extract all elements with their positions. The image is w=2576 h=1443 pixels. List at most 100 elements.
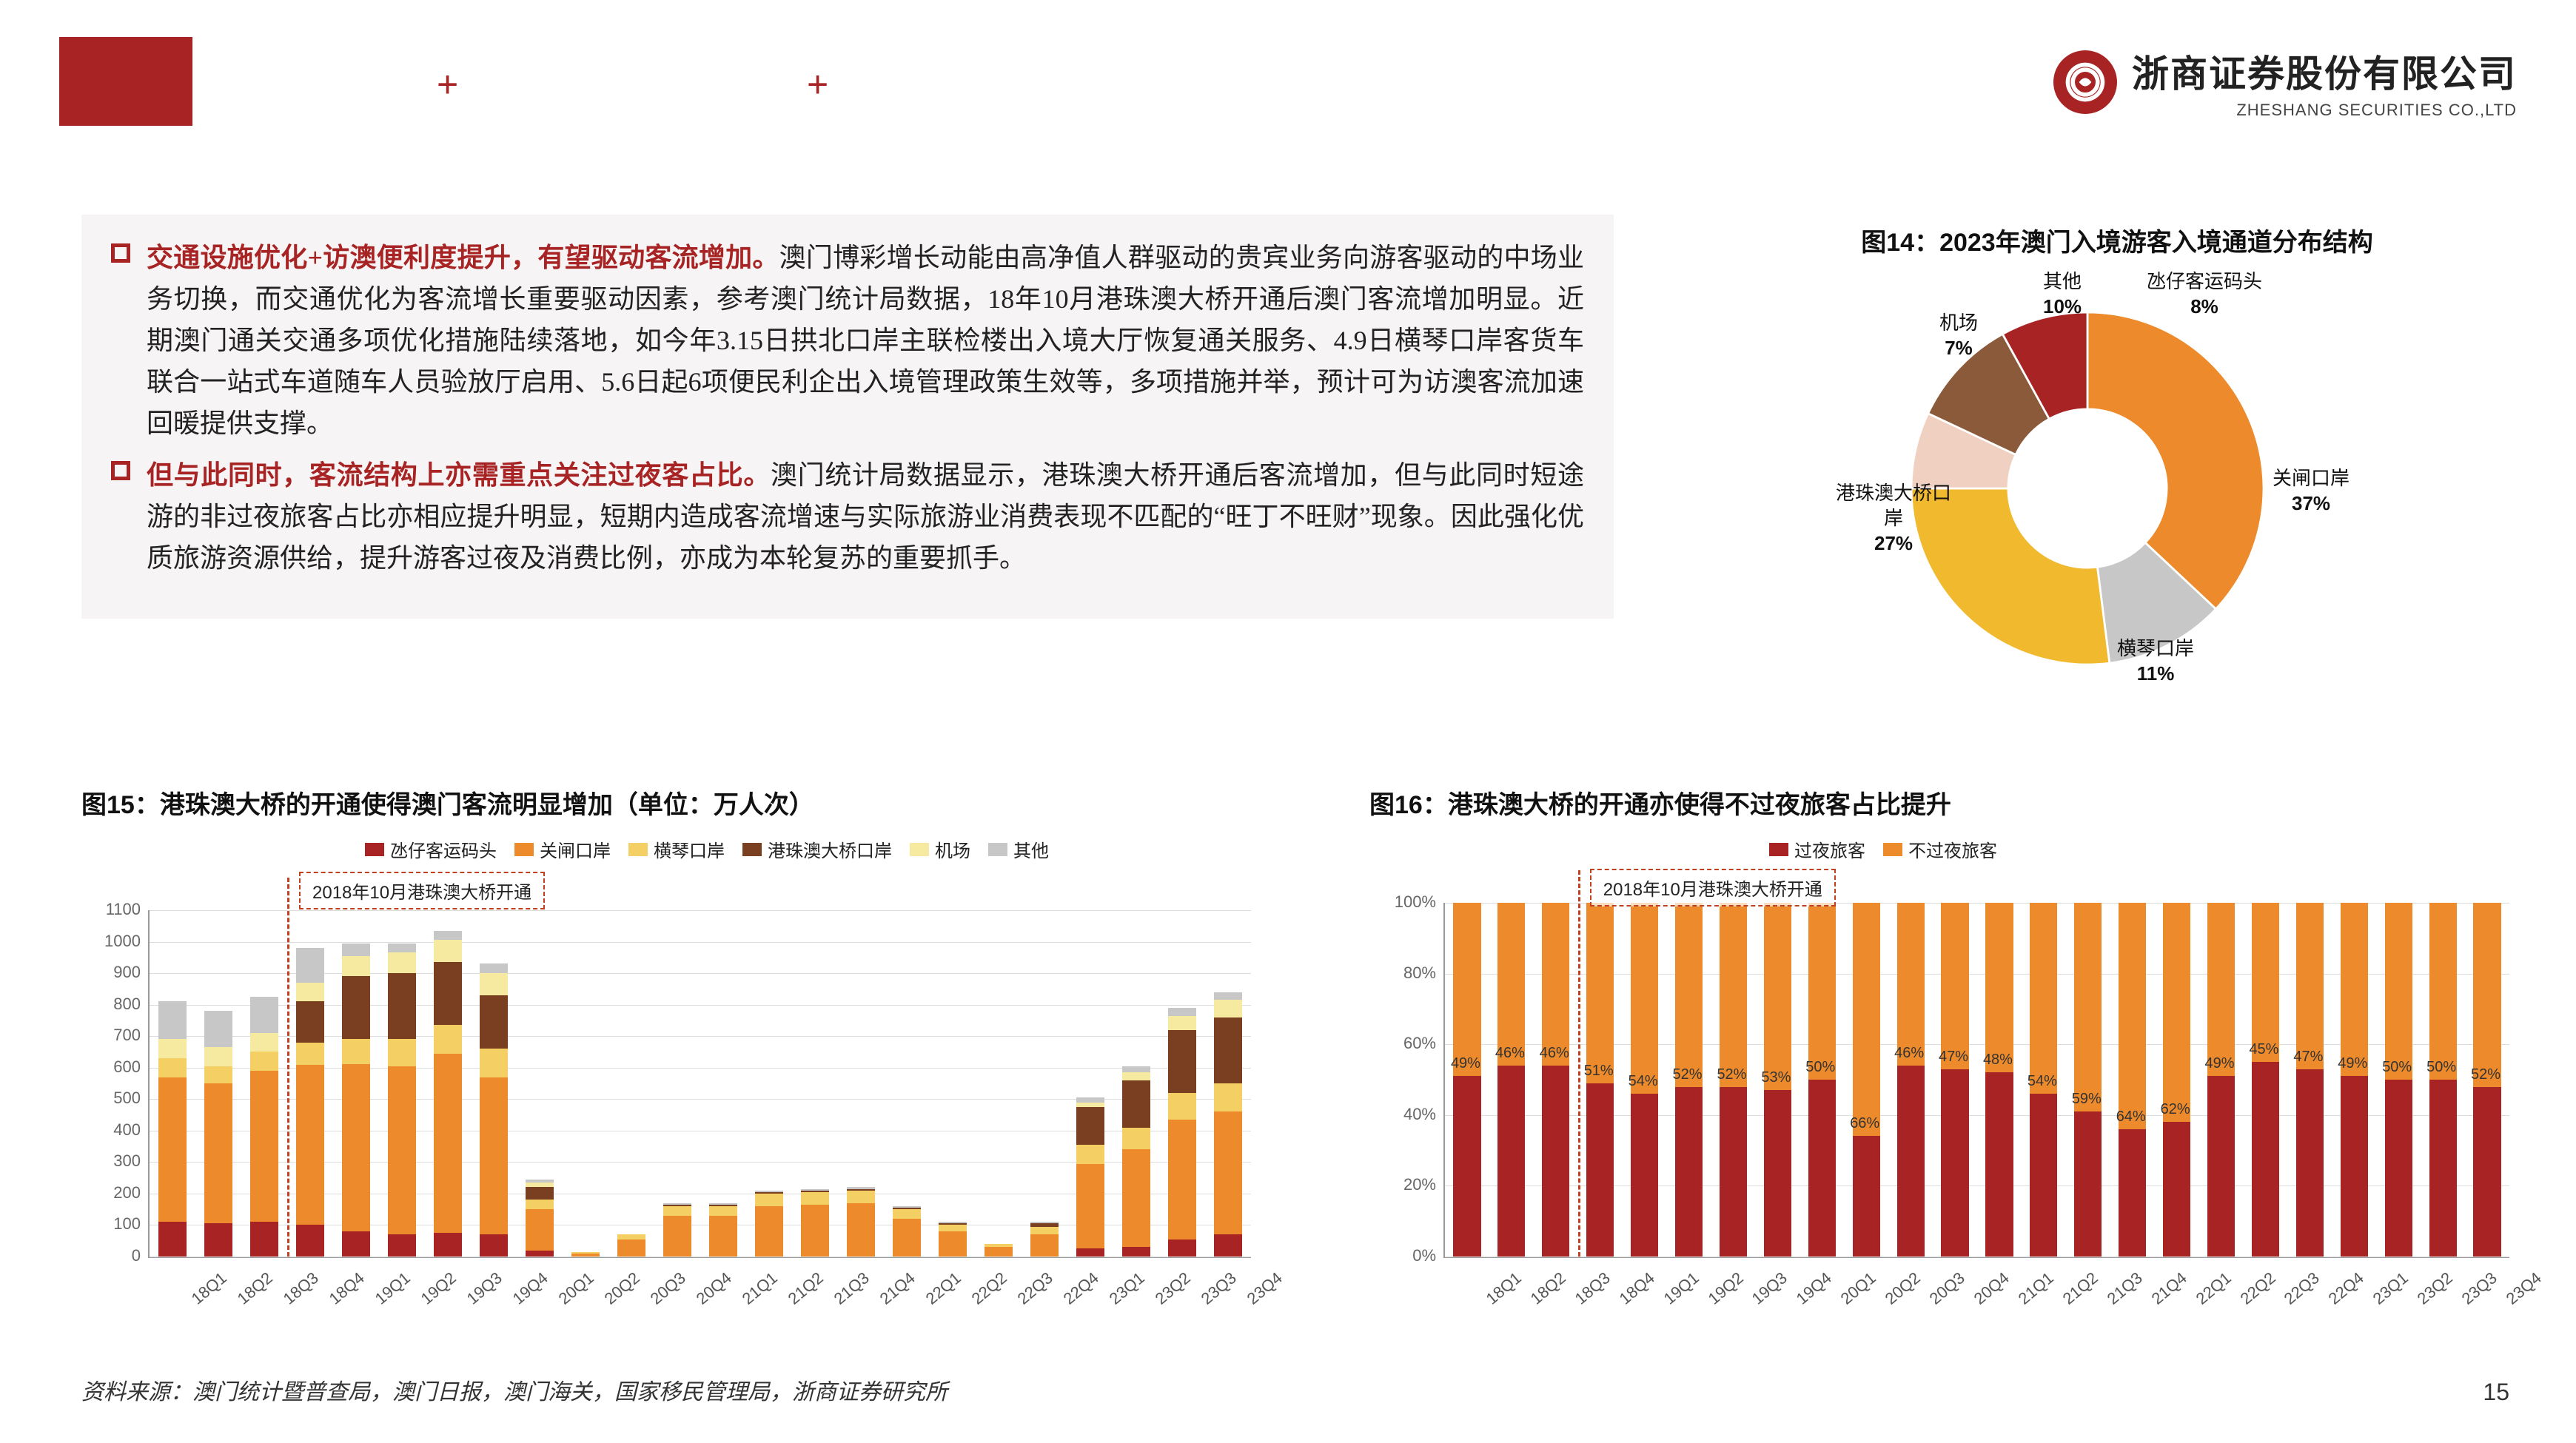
bar-segment	[1985, 903, 2013, 1072]
bar-segment	[388, 944, 416, 953]
bar-segment	[434, 940, 462, 962]
bar-segment	[250, 1071, 278, 1222]
bar-segment	[250, 1033, 278, 1052]
y-axis-label: 80%	[1377, 963, 1436, 983]
source-footer: 资料来源：澳门统计暨普查局，澳门日报，澳门海关，国家移民管理局，浙商证券研究所	[81, 1373, 947, 1406]
x-axis-label: 20Q2	[601, 1268, 644, 1309]
bar-segment	[2252, 1062, 2279, 1257]
bar-segment	[801, 1192, 829, 1205]
bar-segment	[158, 1058, 187, 1077]
header-accent-block	[59, 37, 192, 126]
bar-pct-label: 49%	[2205, 1055, 2235, 1072]
bar-column	[801, 1189, 829, 1257]
bar-segment	[1076, 1164, 1104, 1249]
bar-segment	[939, 1231, 967, 1257]
x-axis-label: 23Q2	[2414, 1268, 2457, 1309]
legend-item: 关闸口岸	[514, 836, 611, 862]
bullet-icon	[111, 237, 147, 444]
y-axis-label: 500	[81, 1089, 141, 1108]
x-axis-label: 20Q3	[647, 1268, 690, 1309]
bar-segment	[1586, 1083, 1614, 1257]
bar-segment	[342, 1039, 370, 1064]
y-axis-label: 200	[81, 1183, 141, 1202]
x-axis-label: 19Q1	[1660, 1268, 1703, 1309]
x-axis-label: 22Q1	[2192, 1268, 2235, 1309]
bar-segment	[893, 1209, 921, 1219]
bar-column	[2296, 903, 2324, 1257]
bar-segment	[1497, 903, 1525, 1066]
bar-column	[2207, 903, 2235, 1257]
x-axis-label: 18Q4	[326, 1268, 369, 1309]
fig16-chart: 过夜旅客不过夜旅客 0%20%40%60%80%100%18Q149%18Q24…	[1369, 829, 2524, 1332]
fig14-donut: 关闸口岸37%横琴口岸11%港珠澳大桥口岸27%机场7%其他10%氹仔客运码头8…	[1799, 274, 2376, 703]
bar-segment	[1497, 1066, 1525, 1257]
fig15-chart: 氹仔客运码头关闸口岸横琴口岸港珠澳大桥口岸机场其他 01002003004005…	[81, 829, 1258, 1332]
bar-segment	[1168, 1240, 1196, 1257]
bar-segment	[434, 962, 462, 1025]
bar-segment	[204, 1011, 232, 1047]
bar-column	[1542, 903, 1569, 1257]
donut-label: 关闸口岸37%	[2273, 466, 2349, 517]
x-axis-label: 18Q2	[1526, 1268, 1569, 1309]
bar-segment	[388, 1234, 416, 1257]
bar-segment	[1168, 1008, 1196, 1016]
bar-segment	[1631, 903, 1658, 1094]
bar-segment	[1808, 1080, 1836, 1257]
x-axis-label: 20Q2	[1882, 1268, 1925, 1309]
bar-column	[342, 944, 370, 1257]
x-axis-label: 19Q4	[509, 1268, 552, 1309]
y-axis-label: 40%	[1377, 1105, 1436, 1124]
bar-pct-label: 51%	[1584, 1063, 1614, 1080]
bar-segment	[342, 944, 370, 956]
annotation-box: 2018年10月港珠澳大桥开通	[1590, 869, 1836, 906]
x-axis-label: 18Q4	[1615, 1268, 1658, 1309]
bar-segment	[2163, 903, 2190, 1122]
bar-segment	[571, 1254, 600, 1257]
bar-column	[1808, 903, 1836, 1257]
bar-segment	[1720, 903, 1747, 1087]
bar-pct-label: 59%	[2072, 1091, 2102, 1108]
bar-segment	[158, 1077, 187, 1222]
bar-segment	[755, 1206, 783, 1257]
x-axis-label: 23Q1	[2369, 1268, 2412, 1309]
bar-column	[1897, 903, 1925, 1257]
bar-pct-label: 46%	[1540, 1045, 1569, 1062]
bar-column	[847, 1187, 875, 1257]
bar-segment	[1631, 1094, 1658, 1257]
bar-segment	[2473, 1087, 2500, 1257]
x-axis-label: 23Q4	[1244, 1268, 1287, 1309]
bar-segment	[204, 1066, 232, 1083]
bar-pct-label: 52%	[2471, 1066, 2500, 1083]
bar-segment	[296, 1225, 324, 1257]
bar-segment	[204, 1223, 232, 1257]
bar-column	[480, 963, 508, 1257]
bar-segment	[1941, 903, 1968, 1069]
x-axis-label: 22Q3	[1014, 1268, 1057, 1309]
bar-segment	[1941, 1069, 1968, 1257]
bar-column	[1853, 903, 1880, 1257]
bar-segment	[1542, 1066, 1569, 1257]
bar-segment	[158, 1039, 187, 1058]
y-axis-label: 300	[81, 1151, 141, 1171]
bar-segment	[1214, 1083, 1242, 1111]
bar-column	[893, 1206, 921, 1257]
bar-segment	[1720, 1087, 1747, 1257]
bar-column	[296, 948, 324, 1257]
bar-segment	[2473, 903, 2500, 1087]
bar-segment	[847, 1191, 875, 1203]
x-axis-label: 23Q3	[1198, 1268, 1241, 1309]
x-axis-label: 19Q3	[1748, 1268, 1791, 1309]
x-axis-label: 21Q1	[2015, 1268, 2058, 1309]
bar-segment	[1122, 1247, 1150, 1257]
bar-column	[709, 1203, 737, 1257]
bar-segment	[158, 1222, 187, 1257]
y-axis-label: 60%	[1377, 1034, 1436, 1053]
x-axis-label: 21Q4	[2147, 1268, 2190, 1309]
x-axis-label: 20Q4	[693, 1268, 736, 1309]
x-axis-label: 18Q3	[1571, 1268, 1614, 1309]
bar-column	[2074, 903, 2102, 1257]
bar-column	[1122, 1066, 1150, 1257]
bar-segment	[663, 1206, 691, 1216]
bar-pct-label: 50%	[1805, 1059, 1835, 1076]
bar-segment	[939, 1225, 967, 1231]
